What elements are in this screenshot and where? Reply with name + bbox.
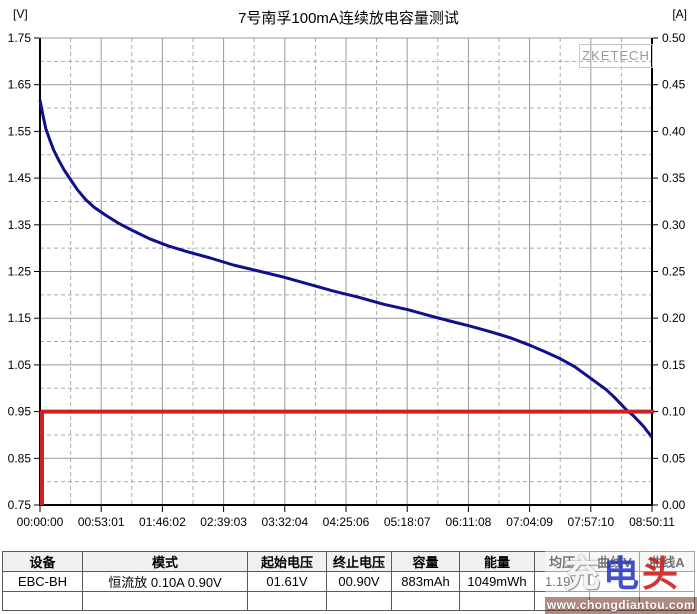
x-tick-label: 05:18:07 — [384, 515, 431, 529]
y-right-tick-label: 0.40 — [662, 124, 686, 138]
header-curve-a: 曲线A — [639, 551, 695, 572]
header-end-voltage: 终止电压 — [326, 551, 392, 572]
left-axis-unit-label: [V] — [13, 7, 28, 21]
x-tick-label: 02:39:03 — [200, 515, 247, 529]
table-value-row: EBC-BH 恒流放 0.10A 0.90V 01.61V 00.90V 883… — [2, 571, 695, 592]
value-device: EBC-BH — [2, 571, 83, 592]
header-avg-voltage: 均压 — [534, 551, 590, 572]
value-energy: 1049mWh — [459, 571, 535, 592]
y-left-tick-label: 1.05 — [8, 358, 32, 372]
y-right-tick-label: 0.00 — [662, 498, 686, 512]
results-table: 设备 模式 起始电压 终止电压 容量 能量 均压 曲线V 曲线A EBC-BH … — [2, 551, 695, 611]
header-capacity: 容量 — [391, 551, 460, 572]
x-tick-label: 01:46:02 — [139, 515, 186, 529]
y-right-tick-label: 0.05 — [662, 451, 686, 465]
y-right-tick-label: 0.35 — [662, 171, 686, 185]
table-header-row: 设备 模式 起始电压 终止电压 容量 能量 均压 曲线V 曲线A — [2, 551, 695, 572]
x-tick-label: 07:04:09 — [506, 515, 553, 529]
current-curve — [40, 409, 654, 505]
y-left-tick-label: 1.75 — [8, 31, 32, 45]
y-right-tick-label: 0.20 — [662, 311, 686, 325]
x-tick-label: 07:57:10 — [567, 515, 614, 529]
y-left-tick-label: 1.55 — [8, 124, 32, 138]
y-left-tick-label: 1.25 — [8, 265, 32, 279]
x-tick-label: 06:11:08 — [445, 515, 491, 529]
y-left-tick-label: 0.75 — [8, 498, 32, 512]
right-axis-unit-label: [A] — [672, 7, 687, 21]
chart-plot: 1.75 1.65 1.55 1.45 1.35 1.25 1.15 1.05 0.95 0.85… — [8, 31, 686, 529]
value-mode: 恒流放 0.10A 0.90V — [82, 571, 248, 592]
header-curve-v: 曲线V — [589, 551, 640, 572]
x-tick-label: 04:25:06 — [323, 515, 370, 529]
table-empty-row — [2, 591, 695, 611]
zketech-watermark: ZKETECH — [579, 44, 653, 68]
value-start-voltage: 01.61V — [247, 571, 327, 592]
x-tick-label: 03:32:04 — [261, 515, 308, 529]
value-curve-v — [589, 571, 640, 592]
header-start-voltage: 起始电压 — [247, 551, 327, 572]
y-right-tick-label: 0.45 — [662, 78, 686, 92]
x-tick-label: 00:00:00 — [17, 515, 64, 529]
y-left-tick-label: 1.45 — [8, 171, 32, 185]
x-tick-label: 08:50:11 — [629, 515, 675, 529]
y-left-tick-label: 1.35 — [8, 218, 32, 232]
header-mode: 模式 — [82, 551, 248, 572]
value-avg-voltage: 1.19V — [534, 571, 590, 592]
y-right-tick-label: 0.15 — [662, 358, 686, 372]
x-tick-label: 00:53:01 — [78, 515, 125, 529]
y-left-tick-label: 1.65 — [8, 78, 32, 92]
voltage-curve — [38, 99, 654, 439]
header-device: 设备 — [2, 551, 83, 572]
value-curve-a — [639, 571, 695, 592]
header-energy: 能量 — [459, 551, 535, 572]
chart-title: 7号南孚100mA连续放电容量测试 — [238, 10, 459, 27]
y-left-tick-label: 0.85 — [8, 451, 32, 465]
y-right-tick-label: 0.30 — [662, 218, 686, 232]
y-left-tick-label: 0.95 — [8, 405, 32, 419]
y-right-tick-label: 0.50 — [662, 31, 686, 45]
y-right-tick-label: 0.10 — [662, 405, 686, 419]
value-capacity: 883mAh — [391, 571, 460, 592]
y-right-tick-label: 0.25 — [662, 265, 686, 279]
y-left-tick-label: 1.15 — [8, 311, 32, 325]
value-end-voltage: 00.90V — [326, 571, 392, 592]
